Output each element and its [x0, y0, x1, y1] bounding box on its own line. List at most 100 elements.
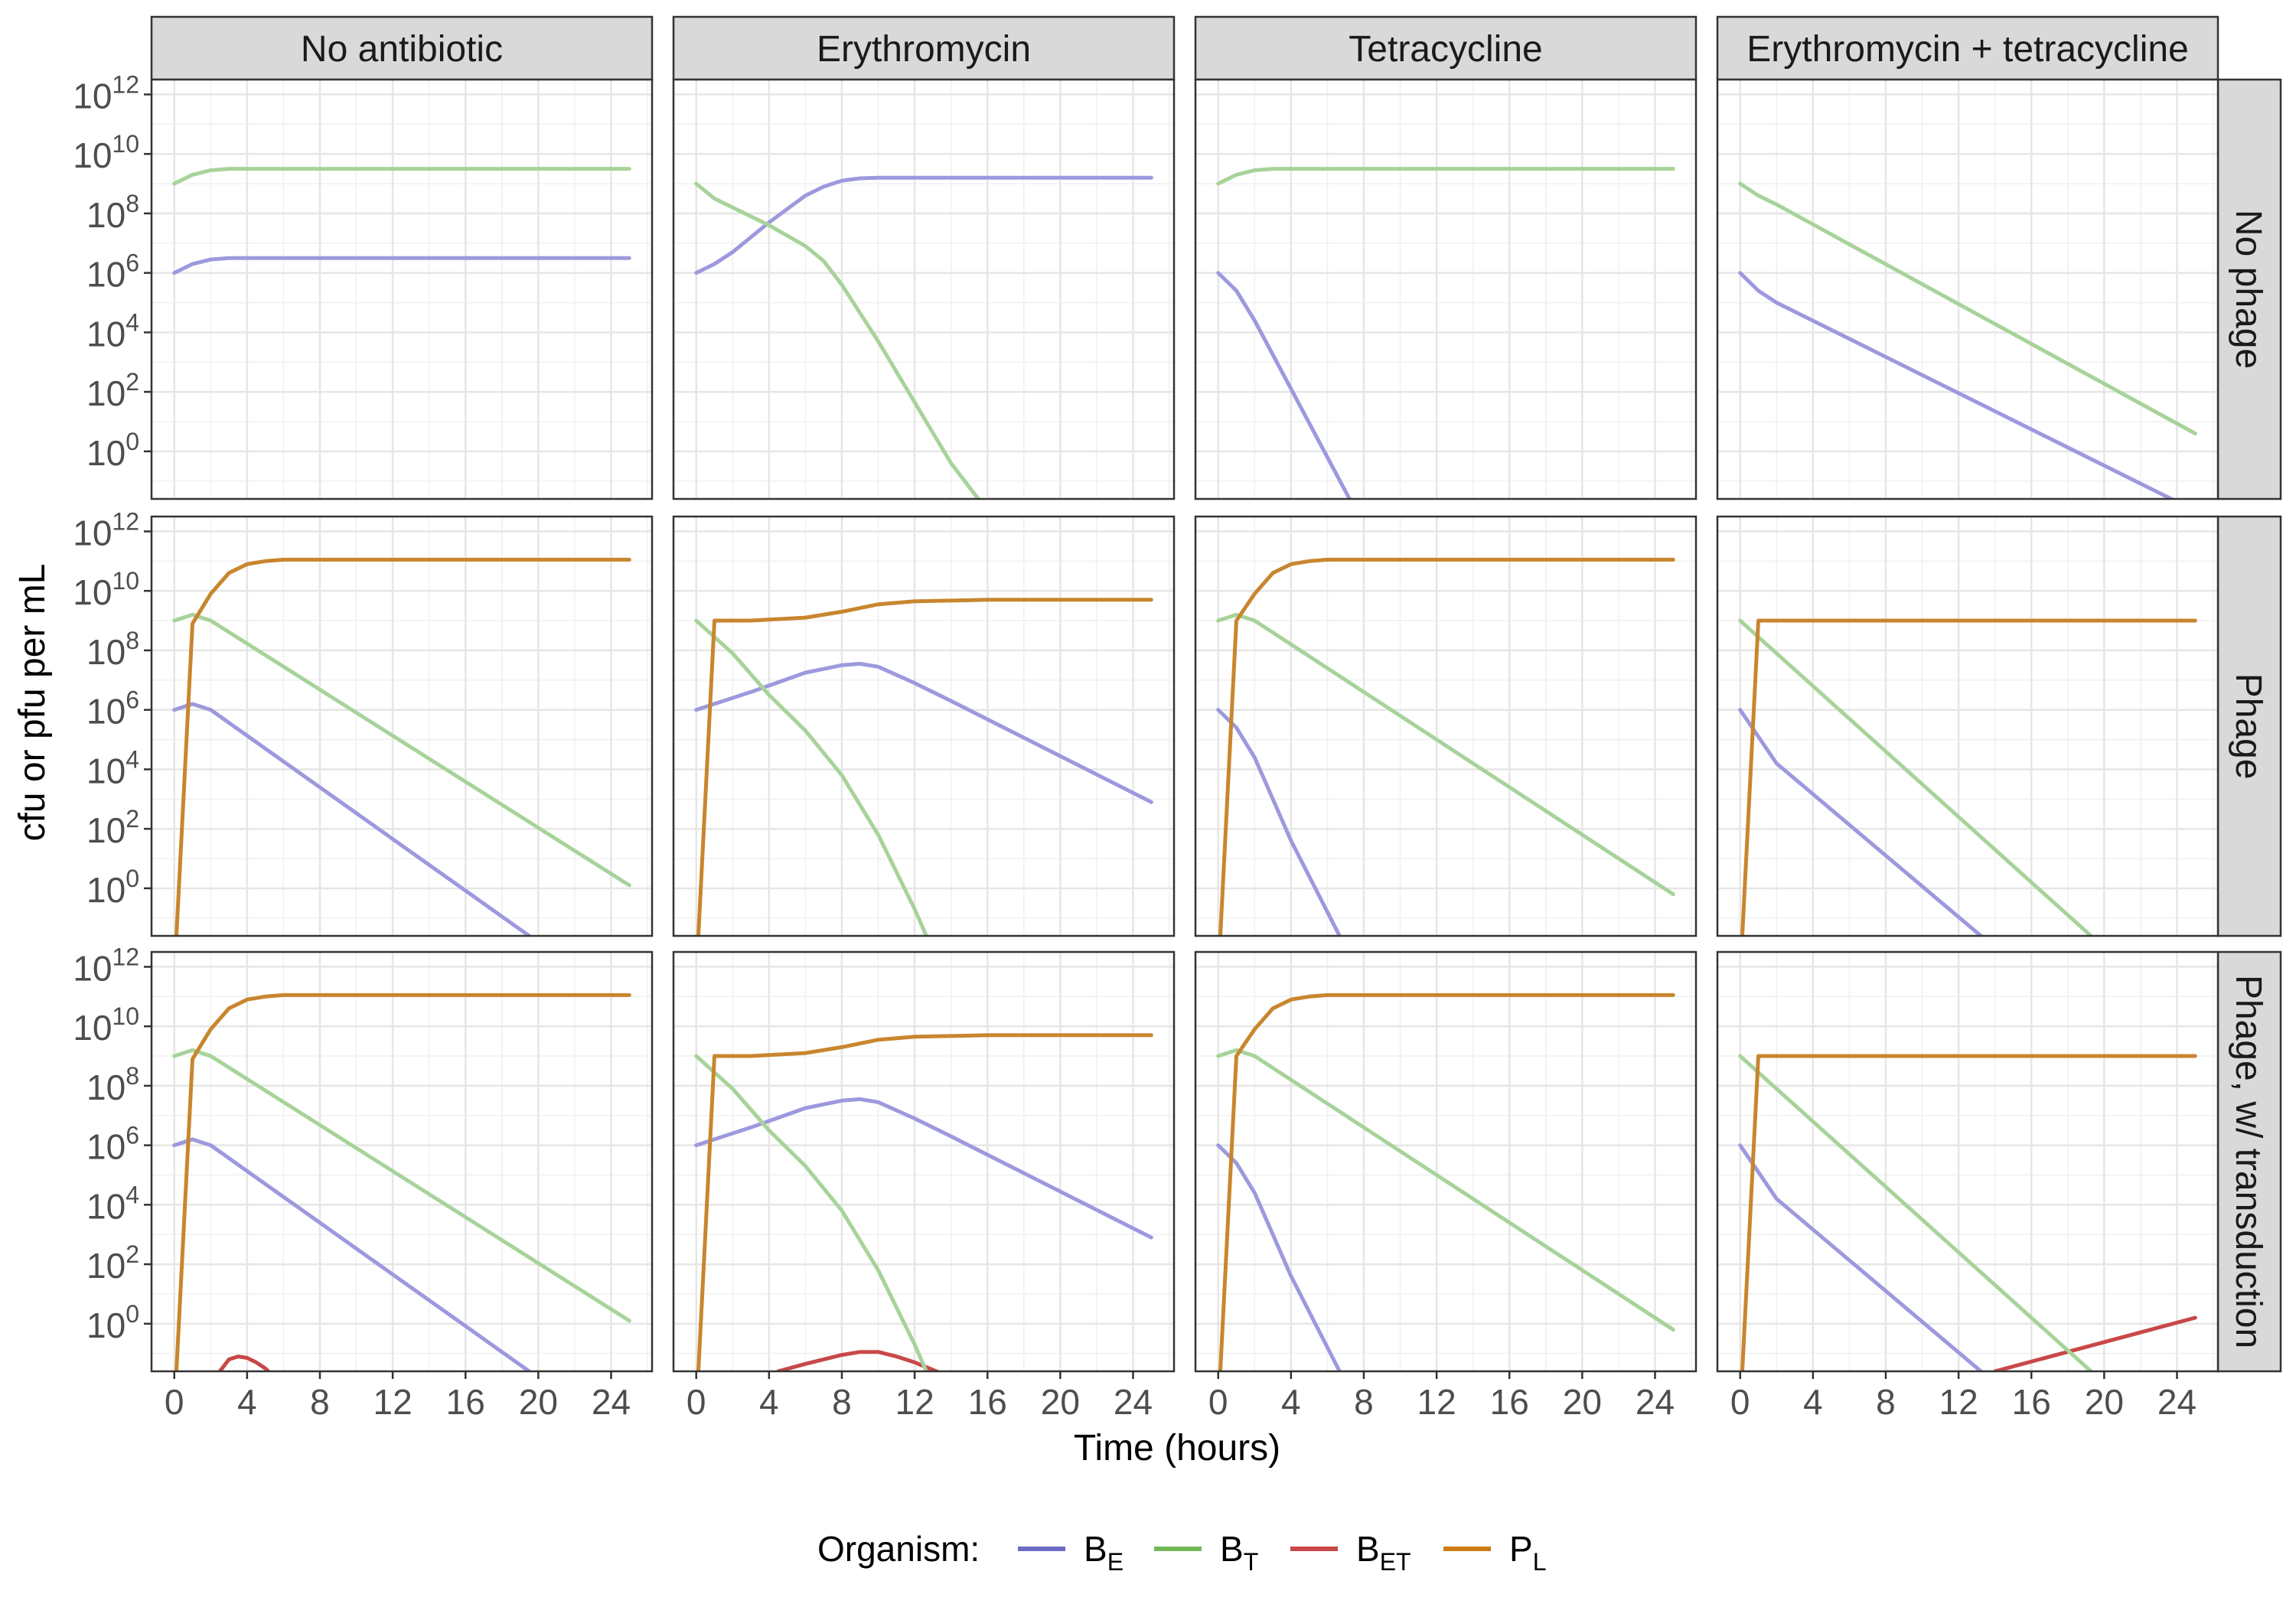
x-tick-label: 0 — [1208, 1382, 1228, 1422]
y-tick-label: 102 — [86, 805, 139, 850]
series-line-BT — [172, 612, 631, 888]
panel-background — [152, 80, 652, 499]
column-strip — [1194, 15, 1698, 81]
panel-background — [1195, 517, 1696, 936]
row-strip-label: No phage — [2228, 210, 2268, 369]
x-tick-label: 20 — [1563, 1382, 1602, 1422]
x-tick-label: 8 — [1876, 1382, 1896, 1422]
series-line-PL — [696, 598, 1153, 936]
panel-border — [150, 78, 654, 500]
y-tick-label: 100 — [86, 865, 139, 910]
x-tick-label: 12 — [895, 1382, 934, 1422]
column-strip — [1716, 15, 2219, 81]
series-line-BE — [172, 702, 531, 936]
y-tick-label: 104 — [86, 745, 139, 790]
y-tick-label: 102 — [86, 368, 139, 413]
series-line-BET — [776, 1350, 942, 1371]
series-line-BT — [1216, 612, 1675, 897]
x-tick-label: 24 — [2157, 1382, 2197, 1422]
x-tick-label: 8 — [832, 1382, 852, 1422]
panel — [150, 78, 654, 500]
x-tick-label: 4 — [237, 1382, 257, 1422]
series-line-BT — [1216, 1048, 1675, 1332]
legend-label-BE: BE — [1084, 1529, 1124, 1576]
series-line-BT — [1738, 181, 2197, 435]
x-tick-label: 4 — [1803, 1382, 1823, 1422]
panel-background — [152, 952, 652, 1371]
x-tick-label: 12 — [1939, 1382, 1978, 1422]
panel — [1194, 950, 1698, 1373]
series-line-BT — [1738, 618, 2094, 936]
column-strip-label: Tetracycline — [1349, 29, 1542, 70]
panel-background — [1195, 80, 1696, 499]
y-tick-label: 106 — [86, 686, 139, 732]
series-line-BE — [694, 175, 1153, 275]
series-line-BT — [694, 181, 981, 499]
column-strip-label: Erythromycin + tetracycline — [1746, 29, 2189, 70]
panel-background — [1717, 517, 2218, 936]
legend-title: Organism: — [817, 1529, 980, 1569]
x-tick-label: 12 — [1417, 1382, 1456, 1422]
panel-background — [1717, 952, 2218, 1371]
panel-background — [1195, 952, 1696, 1371]
x-tick-label: 20 — [519, 1382, 558, 1422]
panel-background — [673, 517, 1174, 936]
series-line-BE — [172, 1137, 531, 1371]
y-axis-title: cfu or pfu per mL — [12, 564, 53, 842]
x-tick-label: 16 — [1490, 1382, 1529, 1422]
series-line-PL — [174, 557, 631, 936]
x-tick-label: 24 — [1114, 1382, 1153, 1422]
x-tick-label: 4 — [759, 1382, 779, 1422]
row-strip-label: Phage, w/ transduction — [2228, 975, 2268, 1348]
x-tick-label: 24 — [1636, 1382, 1675, 1422]
panel — [150, 515, 654, 937]
y-tick-label: 1012 — [73, 507, 139, 553]
panel-border — [150, 515, 654, 937]
x-tick-label: 16 — [968, 1382, 1007, 1422]
panel-border — [1716, 950, 2219, 1373]
series-line-BT — [172, 167, 631, 186]
y-tick-label: 104 — [86, 1181, 139, 1226]
panel-background — [673, 952, 1174, 1371]
panel-border — [1716, 78, 2219, 500]
series-line-PL — [174, 993, 631, 1371]
panel-background — [1717, 80, 2218, 499]
y-tick-label: 104 — [86, 308, 139, 354]
x-tick-label: 4 — [1281, 1382, 1301, 1422]
series-line-BE — [1738, 271, 2176, 499]
row-strip — [2216, 78, 2282, 500]
panel-border — [1194, 515, 1698, 937]
panel-border — [1716, 515, 2219, 937]
panel — [672, 78, 1176, 500]
x-tick-label: 12 — [373, 1382, 413, 1422]
series-line-BT — [694, 1054, 929, 1371]
y-tick-label: 100 — [86, 1300, 139, 1345]
column-strip-label: No antibiotic — [301, 29, 503, 70]
series-line-BT — [1738, 1054, 2094, 1371]
panel — [1716, 515, 2219, 937]
legend-label-PL: PL — [1509, 1529, 1546, 1576]
series-line-BE — [1216, 271, 1352, 499]
series-line-PL — [1218, 993, 1675, 1371]
panel-border — [150, 950, 654, 1373]
facet-grid: No antibiotic Erythromycin Tetracycline Ery… — [73, 15, 2282, 1422]
x-axis-title: Time (hours) — [1074, 1428, 1280, 1468]
series-line-BT — [172, 1048, 631, 1323]
row-strip-label: Phage — [2228, 673, 2268, 780]
y-tick-label: 102 — [86, 1240, 139, 1286]
series-line-PL — [1218, 557, 1675, 936]
x-tick-label: 20 — [1041, 1382, 1080, 1422]
x-tick-label: 24 — [592, 1382, 631, 1422]
legend: Organism: BE BT BET PL — [817, 1529, 1546, 1576]
y-tick-label: 108 — [86, 627, 139, 672]
column-strip — [672, 15, 1176, 81]
y-tick-label: 106 — [86, 1122, 139, 1167]
series-line-BT — [1216, 167, 1675, 186]
y-tick-label: 1010 — [73, 1002, 139, 1048]
series-line-PL — [696, 1033, 1153, 1371]
y-tick-label: 108 — [86, 1062, 139, 1107]
panel — [1194, 515, 1698, 937]
series-line-BET — [217, 1354, 272, 1371]
panel-border — [1194, 78, 1698, 500]
